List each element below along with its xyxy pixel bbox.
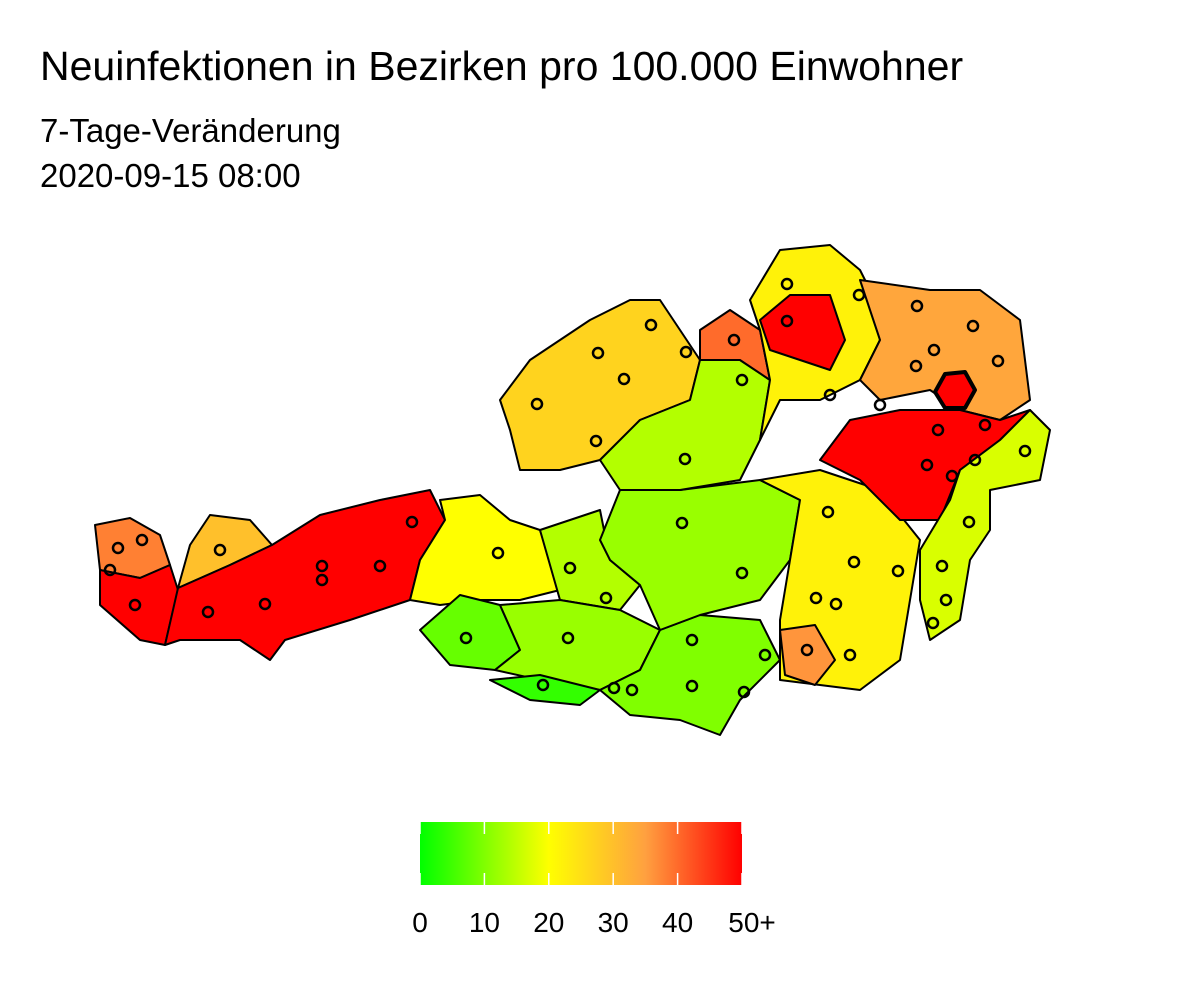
- marker: [315, 573, 329, 587]
- markers: [103, 277, 1032, 699]
- marker: [823, 388, 837, 402]
- marker: [685, 633, 699, 647]
- marker: [1018, 444, 1032, 458]
- marker: [945, 469, 959, 483]
- marker: [607, 681, 621, 695]
- district: [599, 479, 801, 631]
- marker: [103, 563, 117, 577]
- marker: [678, 452, 692, 466]
- marker: [927, 343, 941, 357]
- marker: [675, 516, 689, 530]
- marker: [935, 559, 949, 573]
- marker: [735, 566, 749, 580]
- marker: [201, 605, 215, 619]
- legend-tick-label: 0: [412, 907, 428, 938]
- marker: [991, 354, 1005, 368]
- marker: [617, 372, 631, 386]
- marker: [891, 564, 905, 578]
- marker: [591, 346, 605, 360]
- marker: [780, 314, 794, 328]
- marker: [589, 434, 603, 448]
- marker: [459, 631, 473, 645]
- marker: [111, 541, 125, 555]
- district: [164, 489, 446, 661]
- district: [759, 294, 846, 371]
- marker: [737, 685, 751, 699]
- legend-tick-label: 30: [598, 907, 629, 938]
- marker: [679, 345, 693, 359]
- marker: [780, 277, 794, 291]
- marker: [491, 546, 505, 560]
- legend: 0 10 20 30 40 50+: [412, 822, 776, 938]
- marker: [213, 543, 227, 557]
- marker: [727, 333, 741, 347]
- marker: [599, 591, 613, 605]
- legend-tick-label: 20: [533, 907, 564, 938]
- districts: [94, 244, 1051, 736]
- marker: [843, 648, 857, 662]
- marker: [966, 319, 980, 333]
- marker: [373, 559, 387, 573]
- marker: [536, 678, 550, 692]
- marker: [625, 683, 639, 697]
- marker: [258, 597, 272, 611]
- marker: [926, 616, 940, 630]
- marker: [809, 591, 823, 605]
- legend-tick-label: 10: [469, 907, 500, 938]
- marker: [873, 398, 887, 412]
- marker: [135, 533, 149, 547]
- legend-tick-label: 50+: [728, 907, 776, 938]
- marker: [909, 359, 923, 373]
- title: Neuinfektionen in Bezirken pro 100.000 E…: [40, 43, 963, 89]
- marker: [530, 397, 544, 411]
- marker: [931, 423, 945, 437]
- marker: [758, 648, 772, 662]
- marker: [563, 561, 577, 575]
- marker: [561, 631, 575, 645]
- marker: [978, 418, 992, 432]
- marker: [735, 373, 749, 387]
- marker: [847, 555, 861, 569]
- marker: [829, 597, 843, 611]
- marker: [920, 458, 934, 472]
- marker: [968, 453, 982, 467]
- district: [919, 409, 1051, 641]
- marker: [685, 679, 699, 693]
- marker: [644, 318, 658, 332]
- marker: [962, 515, 976, 529]
- marker: [800, 643, 814, 657]
- marker: [910, 299, 924, 313]
- marker: [405, 515, 419, 529]
- subtitle: 7-Tage-Veränderung: [40, 112, 341, 149]
- marker: [939, 593, 953, 607]
- district: [933, 370, 977, 410]
- subtitle: 2020-09-15 08:00: [40, 157, 301, 194]
- marker: [315, 559, 329, 573]
- legend-colorbar: [420, 822, 742, 885]
- marker: [821, 505, 835, 519]
- marker: [852, 288, 866, 302]
- marker: [128, 598, 142, 612]
- legend-tick-label: 40: [662, 907, 693, 938]
